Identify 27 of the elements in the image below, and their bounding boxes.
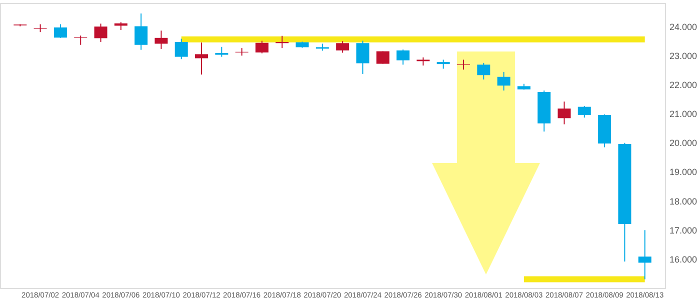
y-tick-label: 22.000	[670, 80, 698, 90]
candlestick	[94, 23, 108, 42]
candlestick	[477, 62, 490, 80]
y-tick-label: 21.000	[670, 109, 698, 120]
candlestick	[497, 71, 510, 92]
candlestick	[154, 30, 168, 50]
candlestick	[215, 46, 228, 58]
candlestick	[255, 40, 268, 54]
y-tick-label: 18.000	[670, 196, 698, 206]
candlestick	[558, 101, 571, 125]
candlestick	[578, 105, 591, 118]
y-tick-label: 19.000	[670, 167, 698, 178]
candlestick	[195, 42, 208, 76]
candlestick	[54, 24, 67, 38]
candlestick	[376, 50, 390, 64]
y-tick-label: 24.000	[670, 22, 698, 32]
candlestick	[638, 230, 652, 280]
candlestick	[134, 12, 148, 50]
candlestick	[356, 40, 370, 74]
y-tick-label: 17.000	[670, 225, 698, 236]
y-tick-label: 20.000	[670, 138, 698, 148]
y-tick-label: 16.000	[670, 254, 698, 264]
candlestick	[336, 40, 350, 54]
candlestick	[436, 59, 450, 70]
y-tick-label: 23.000	[670, 50, 698, 61]
candlestick	[396, 49, 410, 66]
candlestick	[174, 38, 188, 60]
